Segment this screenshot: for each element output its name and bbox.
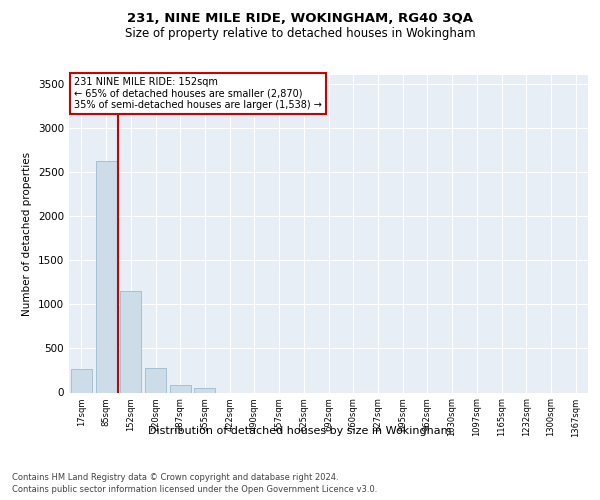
Y-axis label: Number of detached properties: Number of detached properties [22,152,32,316]
Bar [170,384,191,392]
Text: Size of property relative to detached houses in Wokingham: Size of property relative to detached ho… [125,28,475,40]
Text: 231, NINE MILE RIDE, WOKINGHAM, RG40 3QA: 231, NINE MILE RIDE, WOKINGHAM, RG40 3QA [127,12,473,26]
Text: Contains HM Land Registry data © Crown copyright and database right 2024.: Contains HM Land Registry data © Crown c… [12,472,338,482]
Bar [71,368,92,392]
Bar [120,291,141,392]
Text: 231 NINE MILE RIDE: 152sqm
← 65% of detached houses are smaller (2,870)
35% of s: 231 NINE MILE RIDE: 152sqm ← 65% of deta… [74,76,322,110]
Text: Contains public sector information licensed under the Open Government Licence v3: Contains public sector information licen… [12,485,377,494]
Bar [145,368,166,392]
Bar [194,388,215,392]
Bar [95,162,116,392]
Text: Distribution of detached houses by size in Wokingham: Distribution of detached houses by size … [148,426,452,436]
